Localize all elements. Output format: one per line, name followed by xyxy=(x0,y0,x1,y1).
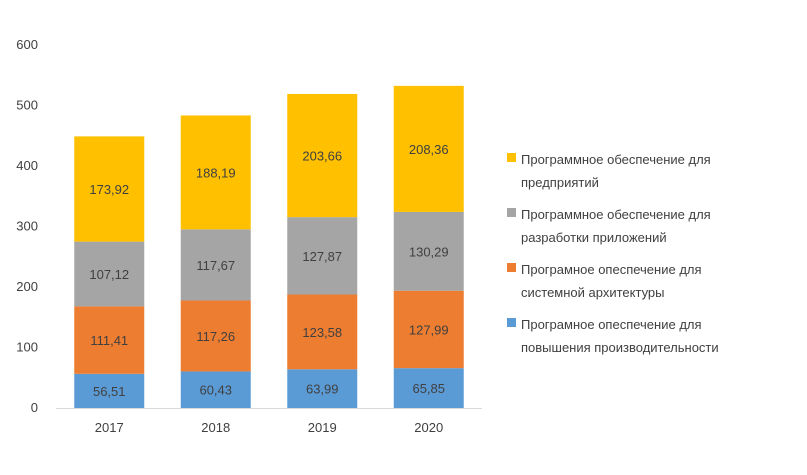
bar-segment xyxy=(287,217,358,295)
data-label: 123,58 xyxy=(302,325,342,340)
bar-segment xyxy=(74,241,145,307)
y-tick-label: 300 xyxy=(16,219,38,234)
bar-segment xyxy=(74,306,145,374)
data-label: 65,85 xyxy=(412,381,445,396)
legend-swatch xyxy=(507,263,516,272)
data-label: 173,92 xyxy=(89,182,129,197)
bar-segment xyxy=(393,85,464,212)
bar-segment xyxy=(287,93,358,218)
y-tick-label: 600 xyxy=(16,37,38,52)
data-label: 203,66 xyxy=(302,149,342,164)
y-tick-label: 100 xyxy=(16,340,38,355)
data-label: 63,99 xyxy=(306,382,339,397)
y-tick-label: 400 xyxy=(16,158,38,173)
x-tick-label: 2020 xyxy=(414,420,443,435)
legend-item: Програмное опеспечение для системной арх… xyxy=(507,258,787,304)
x-tick-label: 2019 xyxy=(308,420,337,435)
legend-swatch xyxy=(507,208,516,217)
legend: Программное обеспечение для предприятий П… xyxy=(507,148,787,368)
legend-item: Програмное опеспечение для повышения про… xyxy=(507,313,787,359)
y-tick-label: 0 xyxy=(31,400,38,415)
legend-item: Программное обеспечение для предприятий xyxy=(507,148,787,194)
bar-segment xyxy=(393,211,464,291)
legend-label: Программное обеспечение для предприятий xyxy=(521,152,711,190)
bar-segment xyxy=(393,368,464,408)
y-tick-label: 500 xyxy=(16,98,38,113)
legend-swatch xyxy=(507,318,516,327)
data-label: 60,43 xyxy=(199,383,232,398)
data-label: 56,51 xyxy=(93,384,126,399)
data-label: 117,26 xyxy=(196,329,235,344)
bar-segment xyxy=(74,136,145,242)
bar-segment xyxy=(287,369,358,408)
bar-segment xyxy=(180,371,251,408)
y-tick-label: 200 xyxy=(16,279,38,294)
data-label: 127,87 xyxy=(302,249,342,264)
data-label: 111,41 xyxy=(90,333,128,348)
data-label: 208,36 xyxy=(409,142,449,157)
legend-item: Программное обеспечение для разработки п… xyxy=(507,203,787,249)
data-label: 127,99 xyxy=(409,322,449,337)
bar-segment xyxy=(180,300,251,372)
data-label: 130,29 xyxy=(409,244,449,259)
data-label: 188,19 xyxy=(196,165,236,180)
x-tick-label: 2018 xyxy=(201,420,230,435)
bar-segment xyxy=(74,373,145,408)
legend-label: Програмное опеспечение для повышения про… xyxy=(521,317,719,355)
bar-segment xyxy=(180,115,251,230)
legend-swatch xyxy=(507,153,516,162)
data-label: 107,12 xyxy=(89,267,129,282)
bar-segment xyxy=(180,229,251,301)
legend-label: Программное обеспечение для разработки п… xyxy=(521,207,711,245)
x-tick-label: 2017 xyxy=(95,420,124,435)
bar-segment xyxy=(287,294,358,370)
bar-segment xyxy=(393,290,464,369)
data-label: 117,67 xyxy=(196,258,235,273)
legend-label: Програмное опеспечение для системной арх… xyxy=(521,262,702,300)
